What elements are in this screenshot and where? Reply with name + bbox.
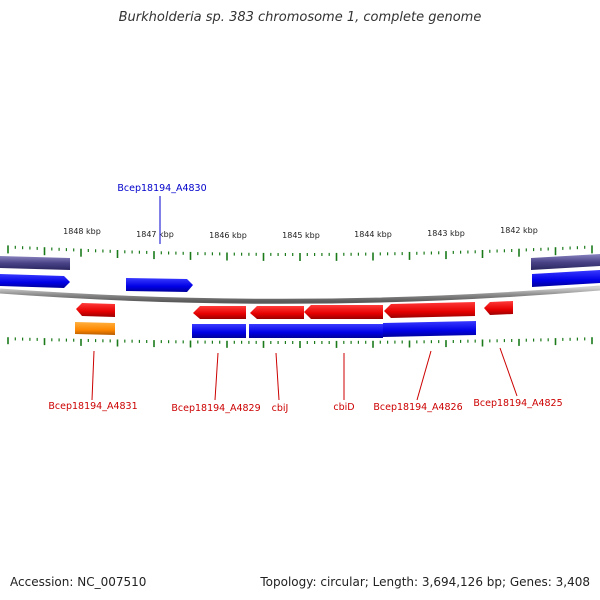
leader-line bbox=[499, 347, 518, 397]
purple-track-left bbox=[0, 256, 70, 270]
blue-bar-3 bbox=[304, 324, 383, 338]
gene-label[interactable]: cbiJ bbox=[272, 403, 289, 414]
gene-Bcep18194_A4826[interactable] bbox=[384, 302, 475, 318]
label-leaders bbox=[91, 196, 518, 401]
gene-Bcep18194_A4829[interactable] bbox=[193, 306, 246, 319]
blue-bar-2 bbox=[249, 324, 304, 338]
gene-label[interactable]: Bcep18194_A4830 bbox=[117, 183, 206, 194]
scale-label: 1848 kbp bbox=[63, 227, 101, 236]
leader-line bbox=[91, 350, 95, 401]
gene-cbiJ[interactable] bbox=[250, 306, 304, 319]
gene-label[interactable]: Bcep18194_A4825 bbox=[473, 398, 562, 409]
blue-bar-1 bbox=[192, 324, 246, 338]
gene-label[interactable]: Bcep18194_A4826 bbox=[373, 402, 462, 413]
gene-label[interactable]: cbiD bbox=[333, 402, 354, 413]
gene-Bcep18194_A4830[interactable] bbox=[126, 278, 193, 292]
gene-label[interactable]: Bcep18194_A4829 bbox=[171, 403, 260, 414]
outer-tick-row bbox=[7, 245, 593, 261]
scale-labels: 1848 kbp 1847 kbp 1846 kbp 1845 kbp 1844… bbox=[63, 226, 538, 240]
gene-Bcep18194_A4831[interactable] bbox=[76, 303, 115, 317]
gene-cbiD[interactable] bbox=[304, 305, 383, 319]
genome-backbone bbox=[0, 285, 600, 304]
leader-line bbox=[275, 352, 280, 401]
gene-label[interactable]: Bcep18194_A4831 bbox=[48, 401, 137, 412]
scale-label: 1845 kbp bbox=[282, 231, 320, 240]
purple-track-right bbox=[531, 254, 600, 270]
gene-fwd-left-edge[interactable] bbox=[0, 274, 70, 288]
scale-label: 1847 kbp bbox=[136, 230, 174, 239]
gene-Bcep18194_A4825[interactable] bbox=[484, 301, 513, 315]
gene-labels: Bcep18194_A4830 Bcep18194_A4831 Bcep1819… bbox=[48, 183, 562, 414]
leader-line bbox=[214, 352, 219, 401]
inner-tick-row bbox=[7, 337, 593, 348]
leader-line bbox=[416, 350, 432, 401]
gene-Bcep18194_A4831-feature[interactable] bbox=[75, 322, 115, 335]
blue-bar-4 bbox=[383, 321, 476, 337]
genome-summary-text: Topology: circular; Length: 3,694,126 bp… bbox=[260, 575, 590, 589]
scale-label: 1844 kbp bbox=[354, 230, 392, 239]
scale-label: 1842 kbp bbox=[500, 226, 538, 235]
scale-label: 1846 kbp bbox=[209, 231, 247, 240]
gene-fwd-right-edge[interactable] bbox=[532, 270, 600, 287]
accession-text: Accession: NC_007510 bbox=[10, 575, 147, 589]
scale-label: 1843 kbp bbox=[427, 229, 465, 238]
map-title: Burkholderia sp. 383 chromosome 1, compl… bbox=[118, 10, 482, 25]
